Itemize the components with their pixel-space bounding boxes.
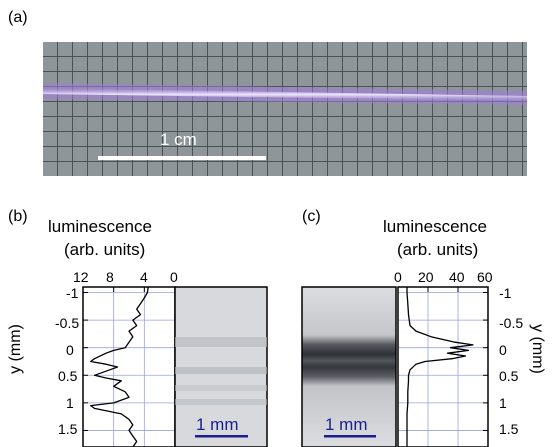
panel-b-ylabel: y (mm)	[7, 324, 24, 374]
panel-b-ytick: -1	[66, 285, 79, 301]
panel-c-scalebar	[324, 435, 376, 438]
panel-b-xtick: 0	[170, 269, 178, 285]
panel-c-ytick: -0.5	[499, 315, 524, 331]
panel-c-title-line1: luminescence	[383, 217, 487, 236]
panel-b-ytick: 1	[66, 395, 74, 411]
panel-c-xtick: 40	[449, 269, 465, 285]
fiber-core	[43, 88, 527, 101]
panel-b-frame	[82, 286, 176, 447]
panel-b-ytick: 0.5	[58, 368, 78, 384]
panel-b-series-line	[90, 286, 149, 447]
panel-b-title-line1: luminescence	[48, 217, 152, 236]
panel-b-label: (b)	[8, 208, 28, 225]
panel-c-ytick: 0.5	[499, 368, 519, 384]
panel-c-ytick: 1.5	[499, 421, 519, 437]
panel-b-scalebar-label: 1 mm	[196, 415, 239, 434]
panel-b-xtick: 8	[106, 269, 114, 285]
panel-b-xtick: 4	[140, 269, 148, 285]
panel-c-ytick: -1	[499, 285, 512, 301]
panel-c-frame	[397, 286, 489, 447]
panel-c-ytick: 0	[499, 342, 507, 358]
panel-c-xtick: 20	[418, 269, 434, 285]
panel-b-ytick: -0.5	[55, 315, 80, 331]
panel-a-scalebar-label: 1 cm	[160, 130, 197, 149]
panel-c-title-line2: (arb. units)	[397, 240, 479, 259]
panel-b-image	[174, 286, 268, 447]
panel-c-ylabel: y (mm)	[529, 324, 546, 374]
panel-b-xtick: 12	[73, 269, 89, 285]
panel-a-scalebar	[98, 156, 266, 160]
panel-c-plot	[397, 286, 489, 447]
panel-b-scalebar	[195, 435, 248, 438]
panel-a-photo	[43, 42, 527, 176]
panel-c-scalebar-label: 1 mm	[325, 415, 368, 434]
panel-c-image	[301, 286, 397, 447]
panel-c-label: (c)	[302, 208, 321, 225]
panel-b-plot	[82, 286, 176, 447]
panel-c-series-line	[406, 287, 474, 447]
panel-c-xtick: 60	[477, 269, 493, 285]
panel-c-ytick: 1	[499, 395, 507, 411]
panel-b-ytick: 1.5	[58, 421, 78, 437]
panel-b-title-line2: (arb. units)	[64, 240, 146, 259]
panel-a-label: (a)	[8, 9, 28, 26]
panel-c-xtick: 0	[394, 269, 402, 285]
panel-b-ytick: 0	[66, 342, 74, 358]
